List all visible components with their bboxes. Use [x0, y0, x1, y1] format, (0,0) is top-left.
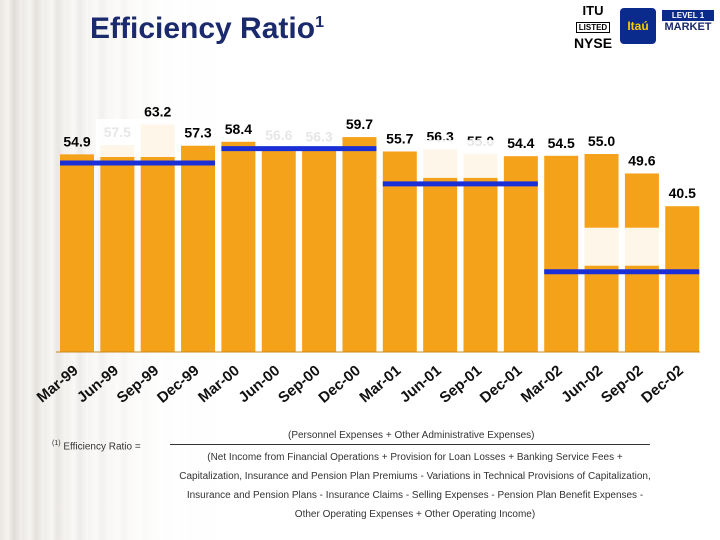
bar	[342, 137, 377, 352]
x-tick-label: Dec-00	[315, 362, 364, 407]
bar	[503, 156, 538, 352]
x-tick-label: Sep-02	[598, 362, 647, 407]
average-gap-block	[580, 227, 664, 266]
x-tick-label: Mar-00	[195, 362, 243, 406]
denominator-line: Insurance and Pension Plans - Insurance …	[186, 490, 644, 501]
denominator-line: Capitalization, Insurance and Pension Pl…	[179, 471, 651, 482]
bar	[544, 155, 579, 352]
data-label: 59.7	[346, 116, 373, 132]
x-tick-label: Mar-01	[356, 362, 404, 406]
bar	[302, 149, 337, 352]
denominator-line: (Net Income from Financial Operations + …	[207, 452, 623, 463]
bar	[181, 145, 216, 352]
x-tick-label: Dec-99	[154, 362, 203, 407]
average-gap-block	[96, 119, 180, 157]
bar	[463, 154, 498, 352]
level1-market-logo: LEVEL 1 MARKET	[662, 10, 714, 44]
data-label: 40.5	[669, 185, 696, 201]
x-tick-label: Sep-00	[275, 362, 324, 407]
data-label: 63.2	[144, 103, 171, 119]
footnote-denominator: (Net Income from Financial Operations + …	[170, 448, 660, 524]
footnote-numerator: (Personnel Expenses + Other Administrati…	[288, 430, 535, 441]
bar	[100, 145, 135, 352]
logo-group: ITU LISTED NYSE Itaú LEVEL 1 MARKET	[568, 3, 716, 51]
bar	[261, 148, 296, 352]
x-tick-label: Dec-02	[638, 362, 687, 407]
x-tick-label: Jun-01	[397, 362, 445, 406]
x-tick-label: Jun-99	[74, 362, 122, 406]
footnote: (1) Efficiency Ratio = (Personnel Expens…	[0, 420, 720, 540]
itu-nyse-logo: ITU LISTED NYSE	[573, 3, 613, 51]
bar	[423, 149, 458, 352]
bar	[140, 124, 175, 352]
data-label: 54.5	[548, 135, 575, 151]
x-tick-label: Mar-02	[518, 362, 566, 406]
data-label: 49.6	[628, 152, 655, 168]
footnote-label: (1) Efficiency Ratio =	[52, 440, 141, 453]
bar	[665, 206, 700, 352]
data-label: 57.3	[184, 125, 211, 141]
x-tick-label: Jun-00	[235, 362, 283, 406]
fraction-line	[170, 444, 650, 445]
data-label: 58.4	[225, 121, 252, 137]
efficiency-ratio-chart: 54.9Mar-9957.5Jun-9963.2Sep-9957.3Dec-99…	[34, 103, 700, 407]
x-tick-label: Sep-99	[114, 362, 163, 407]
x-tick-label: Dec-01	[477, 362, 526, 407]
bar	[60, 154, 94, 352]
average-gap-block	[257, 104, 341, 143]
denominator-line: Other Operating Expenses + Other Operati…	[294, 509, 536, 520]
page-title: Efficiency Ratio1	[90, 12, 324, 45]
data-label: 55.0	[588, 133, 615, 149]
data-label: 54.9	[63, 133, 90, 149]
average-gap-block	[418, 139, 502, 178]
x-tick-label: Sep-01	[436, 362, 485, 407]
x-tick-label: Mar-99	[34, 362, 82, 406]
bar	[221, 141, 256, 352]
data-label: 55.7	[386, 130, 413, 146]
data-label: 54.4	[507, 135, 534, 151]
itau-logo: Itaú	[620, 8, 656, 44]
x-tick-label: Jun-02	[558, 362, 606, 406]
